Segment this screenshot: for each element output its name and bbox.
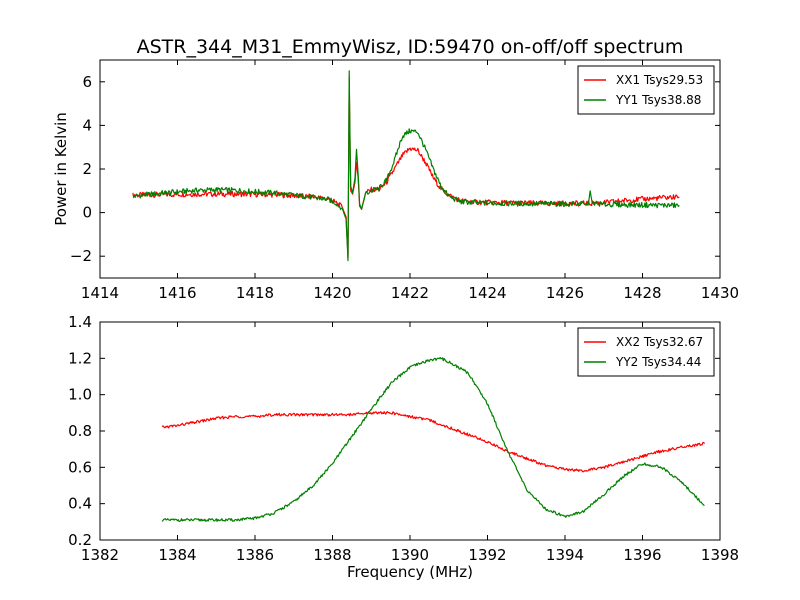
top-y-tick-label: 0 (82, 204, 92, 222)
bottom-y-tick-label: 1.2 (68, 349, 92, 367)
bottom-x-tick-label: 1394 (546, 546, 584, 564)
top-x-tick-label: 1418 (236, 284, 274, 302)
top-legend-label-2: YY1 Tsys38.88 (615, 93, 701, 107)
top-x-tick-label: 1426 (546, 284, 584, 302)
bottom-legend (577, 327, 715, 377)
bottom-x-tick-label: 1392 (468, 546, 506, 564)
bottom-x-tick-label: 1390 (391, 546, 429, 564)
bottom-x-tick-label: 1388 (313, 546, 351, 564)
bottom-x-tick-label: 1396 (623, 546, 661, 564)
bottom-y-tick-label: 1.4 (68, 313, 92, 331)
bottom-y-tick-label: 0.4 (68, 495, 92, 513)
top-x-tick-label: 1428 (623, 284, 661, 302)
top-x-tick-label: 1416 (158, 284, 196, 302)
chart-title: ASTR_344_M31_EmmyWisz, ID:59470 on-off/o… (137, 36, 684, 58)
top-y-tick-label: 2 (82, 160, 92, 178)
top-series-line-2 (132, 70, 680, 262)
bottom-y-tick-label: 1.0 (68, 386, 92, 404)
bottom-spectrum-panel: 1382 1384 1386 1388 1390 1392 1394 1396 1398 0.2 0… (68, 313, 739, 564)
bottom-legend-label-1: XX2 Tsys32.67 (616, 335, 703, 349)
top-x-tick-label: 1414 (81, 284, 119, 302)
bottom-y-tick-label: 0.6 (68, 458, 92, 476)
bottom-x-axis-label: Frequency (MHz) (347, 563, 473, 581)
top-x-tick-label: 1430 (701, 284, 739, 302)
top-y-tick-label: 4 (82, 116, 92, 134)
top-legend (577, 65, 715, 115)
bottom-x-tick-label: 1386 (236, 546, 274, 564)
top-y-tick-label: 6 (82, 73, 92, 91)
top-legend-label-1: XX1 Tsys29.53 (616, 73, 703, 87)
bottom-x-tick-label: 1382 (81, 546, 119, 564)
top-x-tick-label: 1422 (391, 284, 429, 302)
top-spectrum-panel: 1414 1416 1418 1420 1422 1424 1426 1428 1430 −2 0 2… (70, 59, 739, 302)
top-x-tick-label: 1424 (468, 284, 506, 302)
top-y-axis-label: Power in Kelvin (52, 112, 70, 226)
top-x-tick-label: 1420 (313, 284, 351, 302)
bottom-x-tick-label: 1398 (701, 546, 739, 564)
top-y-tick-label: −2 (70, 247, 92, 265)
bottom-x-tick-label: 1384 (158, 546, 196, 564)
bottom-series-line-1 (161, 411, 705, 473)
bottom-y-tick-label: 0.8 (68, 422, 92, 440)
bottom-legend-label-2: YY2 Tsys34.44 (615, 355, 701, 369)
bottom-y-tick-label: 0.2 (68, 531, 92, 549)
bottom-series-line-2 (161, 356, 705, 523)
